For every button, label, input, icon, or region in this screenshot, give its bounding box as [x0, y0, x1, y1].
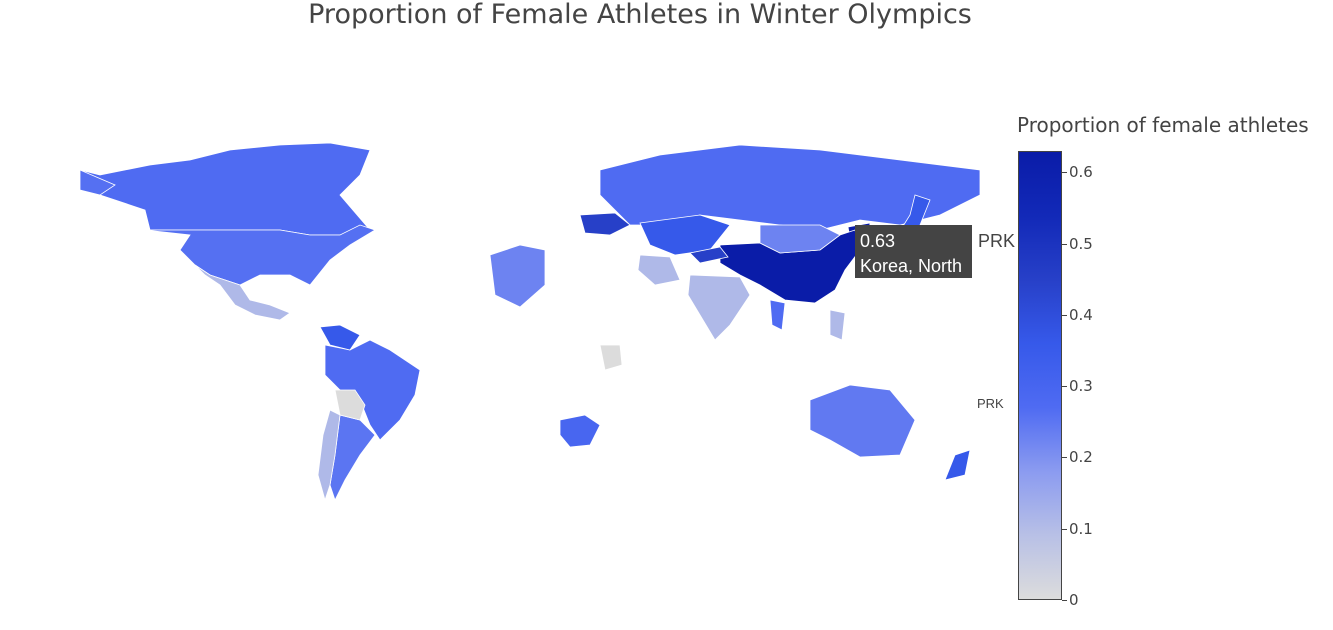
colorbar-tick — [1062, 244, 1067, 245]
colorbar-tick — [1062, 529, 1067, 530]
country-tha[interactable] — [769, 299, 786, 331]
colorbar — [1018, 151, 1062, 600]
country-irn[interactable] — [637, 254, 681, 286]
colorbar-tick-label: 0.4 — [1069, 306, 1093, 324]
country-mex[interactable] — [194, 264, 291, 321]
country-mng[interactable] — [759, 224, 841, 254]
colorbar-tick — [1062, 457, 1067, 458]
country-ken[interactable] — [599, 344, 623, 371]
map-edge-label: PRK — [977, 396, 1004, 411]
hover-country: Korea, North — [860, 256, 963, 276]
colorbar-tick-label: 0.2 — [1069, 448, 1093, 466]
country-chl[interactable] — [317, 409, 341, 502]
colorbar-title: Proportion of female athletes — [1017, 113, 1309, 137]
colorbar-tick — [1062, 600, 1067, 601]
country-phl[interactable] — [829, 309, 846, 341]
hover-code-label: PRK — [972, 225, 1022, 280]
country-can[interactable] — [79, 142, 371, 236]
map-svg[interactable] — [40, 135, 985, 535]
country-ind[interactable] — [687, 274, 751, 341]
country-kgz[interactable] — [689, 246, 729, 264]
country-ukr[interactable] — [579, 212, 631, 236]
colorbar-tick-label: 0 — [1069, 591, 1079, 609]
hover-tooltip: 0.63 Korea, North — [855, 225, 972, 278]
country-dza[interactable] — [489, 244, 546, 308]
colorbar-tick — [1062, 315, 1067, 316]
colorbar-tick — [1062, 386, 1067, 387]
colorbar-tick — [1062, 172, 1067, 173]
country-aus[interactable] — [809, 384, 916, 458]
country-zaf[interactable] — [559, 414, 601, 448]
colorbar-tick-label: 0.6 — [1069, 163, 1093, 181]
country-usa[interactable] — [79, 169, 376, 286]
hover-value: 0.63 — [860, 231, 896, 251]
country-bol[interactable] — [334, 389, 366, 421]
chart-title: Proportion of Female Athletes in Winter … — [308, 0, 972, 30]
colorbar-tick-label: 0.3 — [1069, 377, 1093, 395]
colorbar-tick-label: 0.1 — [1069, 520, 1093, 538]
country-ven[interactable] — [319, 324, 361, 351]
world-map[interactable] — [40, 135, 985, 535]
colorbar-tick-label: 0.5 — [1069, 235, 1093, 253]
country-nzl[interactable] — [944, 449, 971, 481]
